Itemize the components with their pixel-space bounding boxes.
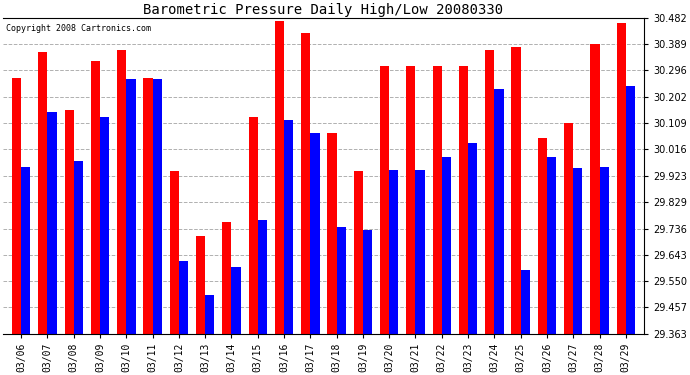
Bar — [275, 21, 284, 334]
Bar — [547, 157, 556, 334]
Bar — [600, 167, 609, 334]
Bar — [626, 86, 635, 334]
Bar — [406, 66, 415, 334]
Bar — [38, 53, 48, 334]
Bar — [12, 78, 21, 334]
Title: Barometric Pressure Daily High/Low 20080330: Barometric Pressure Daily High/Low 20080… — [144, 3, 504, 17]
Bar — [21, 167, 30, 334]
Bar — [459, 66, 468, 334]
Bar — [617, 23, 626, 334]
Bar — [248, 117, 258, 334]
Bar — [284, 120, 293, 334]
Bar — [100, 117, 109, 334]
Bar — [179, 261, 188, 334]
Bar — [196, 236, 205, 334]
Bar — [442, 157, 451, 334]
Bar — [301, 33, 310, 334]
Bar — [591, 44, 600, 334]
Bar — [433, 66, 442, 334]
Bar — [354, 171, 363, 334]
Bar — [511, 47, 521, 334]
Bar — [170, 171, 179, 334]
Bar — [415, 170, 424, 334]
Bar — [538, 138, 547, 334]
Bar — [48, 112, 57, 334]
Bar — [222, 222, 231, 334]
Bar — [564, 123, 573, 334]
Bar — [521, 270, 530, 334]
Bar — [144, 78, 152, 334]
Bar — [74, 161, 83, 334]
Bar — [205, 295, 215, 334]
Bar — [363, 230, 372, 334]
Bar — [126, 79, 135, 334]
Bar — [310, 133, 319, 334]
Bar — [389, 170, 398, 334]
Bar — [117, 50, 126, 334]
Bar — [573, 168, 582, 334]
Bar — [328, 133, 337, 334]
Bar — [152, 79, 162, 334]
Bar — [258, 220, 267, 334]
Bar — [494, 89, 504, 334]
Bar — [468, 143, 477, 334]
Text: Copyright 2008 Cartronics.com: Copyright 2008 Cartronics.com — [6, 24, 151, 33]
Bar — [91, 61, 100, 334]
Bar — [380, 66, 389, 334]
Bar — [231, 267, 241, 334]
Bar — [485, 50, 494, 334]
Bar — [337, 227, 346, 334]
Bar — [65, 110, 74, 334]
